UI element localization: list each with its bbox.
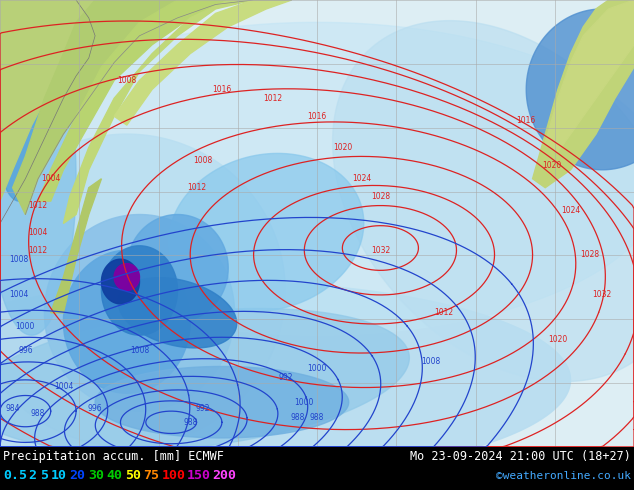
- Text: 1012: 1012: [187, 183, 206, 192]
- Polygon shape: [0, 23, 634, 335]
- Text: 1008: 1008: [10, 255, 29, 264]
- Text: 40: 40: [107, 469, 122, 483]
- Text: 1012: 1012: [29, 246, 48, 255]
- Text: 1016: 1016: [212, 85, 231, 94]
- Text: 1024: 1024: [352, 174, 371, 183]
- Text: 200: 200: [212, 469, 236, 483]
- Text: 988: 988: [310, 414, 324, 422]
- Text: 1004: 1004: [41, 174, 60, 183]
- Text: 1004: 1004: [10, 291, 29, 299]
- Polygon shape: [114, 0, 292, 125]
- Text: 1012: 1012: [29, 201, 48, 210]
- Polygon shape: [526, 9, 634, 170]
- Text: 1008: 1008: [422, 358, 441, 367]
- Text: 1000: 1000: [307, 364, 327, 373]
- Text: 1032: 1032: [593, 291, 612, 299]
- Text: 992: 992: [278, 373, 292, 382]
- Polygon shape: [101, 246, 178, 335]
- Text: 1008: 1008: [117, 76, 136, 85]
- Text: 1000: 1000: [16, 322, 35, 331]
- Text: 1020: 1020: [542, 161, 561, 170]
- Text: 30: 30: [87, 469, 104, 483]
- Text: 1016: 1016: [517, 116, 536, 125]
- Text: 2: 2: [29, 469, 37, 483]
- Polygon shape: [51, 179, 101, 313]
- Polygon shape: [127, 215, 228, 322]
- Text: 1016: 1016: [307, 112, 327, 121]
- Text: ©weatheronline.co.uk: ©weatheronline.co.uk: [496, 471, 631, 481]
- Polygon shape: [13, 0, 203, 215]
- Polygon shape: [0, 309, 410, 451]
- Text: 996: 996: [87, 404, 103, 414]
- Polygon shape: [0, 0, 95, 201]
- Polygon shape: [0, 23, 76, 335]
- Text: 988: 988: [183, 418, 197, 427]
- Text: 5: 5: [40, 469, 48, 483]
- Text: 50: 50: [125, 469, 141, 483]
- Text: 150: 150: [187, 469, 211, 483]
- Text: 1004: 1004: [54, 382, 73, 391]
- Text: 1032: 1032: [371, 246, 390, 255]
- Polygon shape: [0, 282, 571, 478]
- Text: 988: 988: [291, 414, 305, 422]
- Polygon shape: [95, 367, 349, 438]
- Text: 100: 100: [162, 469, 185, 483]
- Text: 984: 984: [6, 404, 20, 414]
- Text: 1020: 1020: [333, 143, 352, 152]
- Text: 992: 992: [196, 404, 210, 414]
- Polygon shape: [0, 23, 44, 201]
- Text: 1008: 1008: [130, 346, 149, 355]
- Text: 20: 20: [69, 469, 86, 483]
- Polygon shape: [0, 134, 285, 447]
- Text: 1024: 1024: [561, 205, 580, 215]
- Text: 1000: 1000: [295, 398, 314, 407]
- Polygon shape: [169, 153, 364, 311]
- Polygon shape: [114, 264, 139, 291]
- Text: 1020: 1020: [548, 335, 567, 344]
- Text: 1028: 1028: [371, 192, 390, 201]
- Text: 1012: 1012: [263, 94, 282, 103]
- Polygon shape: [119, 278, 236, 348]
- Text: 1004: 1004: [29, 228, 48, 237]
- Text: 988: 988: [31, 409, 45, 418]
- Text: Precipitation accum. [mm] ECMWF: Precipitation accum. [mm] ECMWF: [3, 450, 224, 463]
- Text: 1028: 1028: [580, 250, 599, 259]
- Polygon shape: [63, 0, 254, 223]
- Polygon shape: [333, 21, 634, 382]
- Polygon shape: [533, 0, 634, 188]
- Polygon shape: [38, 0, 228, 201]
- Text: Mo 23-09-2024 21:00 UTC (18+27): Mo 23-09-2024 21:00 UTC (18+27): [410, 450, 631, 463]
- Text: 10: 10: [51, 469, 67, 483]
- Polygon shape: [63, 250, 190, 393]
- Polygon shape: [44, 215, 235, 411]
- Text: 75: 75: [143, 469, 159, 483]
- Text: 1012: 1012: [434, 308, 453, 318]
- Text: 996: 996: [18, 346, 33, 355]
- Text: 1008: 1008: [193, 156, 212, 166]
- Polygon shape: [101, 259, 139, 304]
- Text: 0.5: 0.5: [3, 469, 27, 483]
- Polygon shape: [545, 0, 634, 152]
